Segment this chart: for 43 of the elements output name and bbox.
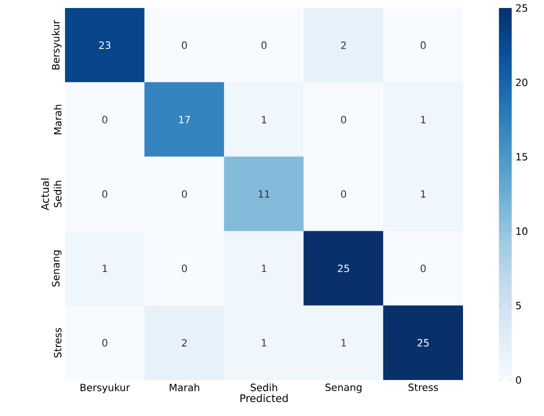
data-label: 0 <box>182 264 187 272</box>
x-tick-label: Stress <box>408 384 438 392</box>
y-tick-label: Marah <box>54 104 62 134</box>
color-bar-label: 15 <box>516 153 528 160</box>
color-bar-label: 5 <box>516 302 521 310</box>
data-label: 0 <box>102 190 108 198</box>
data-label: 0 <box>341 116 346 124</box>
data-label: 1 <box>262 264 266 272</box>
data-label: 0 <box>182 190 187 198</box>
data-label: 1 <box>102 264 108 272</box>
color-bar-label: 25 <box>516 4 528 12</box>
x-tick-label: Bersyukur <box>80 384 130 394</box>
x-axis-title: Predicted <box>240 394 288 402</box>
data-label: 1 <box>421 190 426 198</box>
x-tick-label: Marah <box>170 384 200 392</box>
data-label: 17 <box>179 116 190 124</box>
color-bar-label: 10 <box>516 227 528 235</box>
data-label: 1 <box>421 116 426 124</box>
data-label: 1 <box>262 116 266 124</box>
x-tick-label: Sedih <box>250 384 278 392</box>
color-bar-label: 20 <box>516 78 528 86</box>
data-label: 2 <box>182 339 187 346</box>
data-label: 0 <box>182 41 187 49</box>
x-tick-label: Senang <box>326 384 362 393</box>
data-label: 1 <box>262 339 266 346</box>
data-label: 2 <box>341 41 346 49</box>
data-label: 11 <box>258 190 270 198</box>
y-tick-label: Bersyukur <box>52 20 62 70</box>
data-label: 0 <box>102 339 108 347</box>
data-label: 0 <box>341 190 346 198</box>
data-label: 23 <box>99 41 110 49</box>
color-bar-label: 0 <box>516 376 522 384</box>
data-label: 0 <box>102 116 108 124</box>
data-label: 25 <box>338 264 350 272</box>
y-tick-label: Senang <box>52 250 62 287</box>
data-label: 0 <box>420 264 426 272</box>
data-label: 25 <box>418 339 429 347</box>
y-tick-label: Sedih <box>54 180 62 208</box>
y-tick-label: Stress <box>54 328 62 358</box>
data-label: 1 <box>342 339 346 346</box>
y-axis-title: Actual <box>40 178 49 210</box>
data-label: 0 <box>261 41 267 49</box>
data-label: 0 <box>420 41 426 49</box>
